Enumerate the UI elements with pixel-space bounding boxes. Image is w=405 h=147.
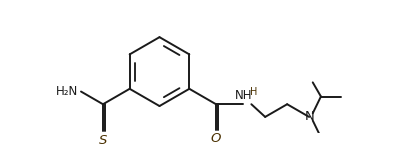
Text: N: N [303, 110, 313, 123]
Text: H: H [250, 87, 257, 97]
Text: S: S [98, 134, 107, 147]
Text: NH: NH [234, 88, 252, 102]
Text: H₂N: H₂N [56, 85, 78, 98]
Text: O: O [210, 132, 221, 145]
